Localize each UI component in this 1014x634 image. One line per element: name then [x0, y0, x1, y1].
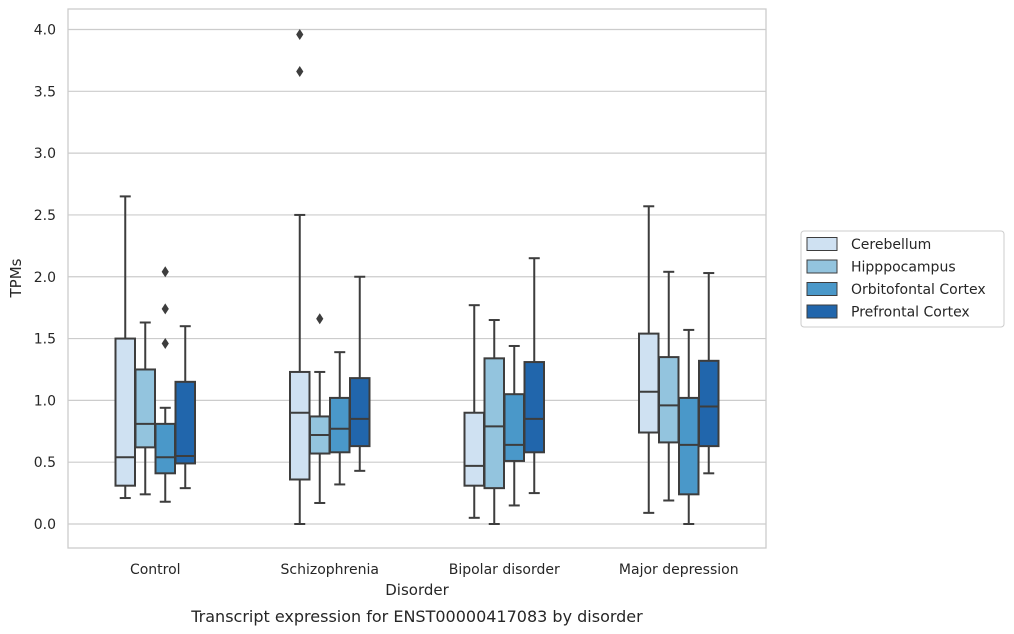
- outlier-marker: [161, 303, 169, 315]
- box-cerebellum: [638, 205, 660, 514]
- x-tick-label: Major depression: [619, 562, 739, 578]
- y-tick-label: 3.0: [34, 146, 56, 162]
- x-tick-label: Bipolar disorder: [449, 562, 560, 578]
- box-hipppocampus: [658, 270, 680, 502]
- box-prefrontal-cortex: [523, 257, 545, 495]
- box-hipppocampus: [309, 313, 331, 504]
- box-cerebellum: [463, 304, 485, 519]
- box-hipppocampus: [134, 321, 156, 496]
- y-tick-label: 4.0: [34, 23, 56, 39]
- iqr-box: [658, 356, 680, 444]
- iqr-box: [134, 368, 156, 449]
- legend-label: Hipppocampus: [851, 260, 956, 276]
- x-tick-label: Control: [130, 562, 181, 578]
- iqr-box: [349, 377, 371, 448]
- iqr-box: [503, 393, 525, 462]
- box-groups: [114, 28, 720, 525]
- legend-label: Cerebellum: [851, 237, 931, 253]
- legend-swatch: [806, 282, 838, 296]
- iqr-box: [638, 332, 660, 434]
- x-axis-label: Disorder: [385, 581, 449, 599]
- box-prefrontal-cortex: [349, 275, 371, 472]
- x-tick-label: Schizophrenia: [281, 562, 379, 578]
- y-tick-label: 0.5: [34, 455, 56, 471]
- legend-label: Prefrontal Cortex: [851, 305, 970, 321]
- iqr-box: [329, 396, 351, 454]
- y-tick-label: 1.5: [34, 332, 56, 348]
- iqr-box: [174, 380, 196, 465]
- y-tick-label: 2.0: [34, 270, 56, 286]
- legend-swatch: [806, 304, 838, 319]
- box-hipppocampus: [483, 319, 505, 525]
- x-tick-labels: Control Schizophrenia Bipolar disorder Majo…: [130, 562, 739, 578]
- iqr-box: [289, 370, 311, 481]
- box-orbitofontal-cortex: [503, 344, 525, 507]
- outlier-marker: [296, 66, 304, 78]
- box-orbitofontal-cortex: [154, 266, 176, 503]
- y-tick-label: 0.0: [34, 517, 56, 533]
- iqr-box: [114, 337, 136, 487]
- legend-swatch: [806, 237, 838, 251]
- iqr-box: [698, 359, 720, 448]
- chart-caption: Transcript expression for ENST0000041708…: [190, 607, 643, 626]
- iqr-box: [154, 422, 176, 475]
- y-tick-labels: 0.0 0.5 1.0 1.5 2.0 2.5 3.0 3.5 4.0: [34, 23, 56, 534]
- legend-label: Orbitofontal Cortex: [851, 282, 986, 298]
- iqr-box: [678, 396, 700, 496]
- y-tick-label: 3.5: [34, 84, 56, 100]
- iqr-box: [523, 361, 545, 454]
- box-orbitofontal-cortex: [329, 351, 351, 486]
- legend-frame: [800, 230, 1005, 328]
- legend: Cerebellum Hipppocampus Orbitofontal Corte…: [800, 230, 1005, 328]
- outlier-marker: [161, 338, 169, 350]
- y-tick-label: 2.5: [34, 208, 56, 224]
- y-axis-label: TPMs: [7, 258, 25, 298]
- box-orbitofontal-cortex: [678, 328, 700, 525]
- y-tick-label: 1.0: [34, 393, 56, 409]
- outlier-marker: [296, 28, 304, 40]
- iqr-box: [483, 357, 505, 490]
- box-cerebellum: [114, 195, 136, 500]
- iqr-box: [463, 411, 485, 487]
- outlier-marker: [161, 266, 169, 278]
- legend-swatch: [806, 259, 838, 274]
- box-prefrontal-cortex: [698, 272, 720, 475]
- plot-frame: [67, 8, 767, 549]
- outlier-marker: [316, 313, 324, 325]
- box-prefrontal-cortex: [174, 325, 196, 490]
